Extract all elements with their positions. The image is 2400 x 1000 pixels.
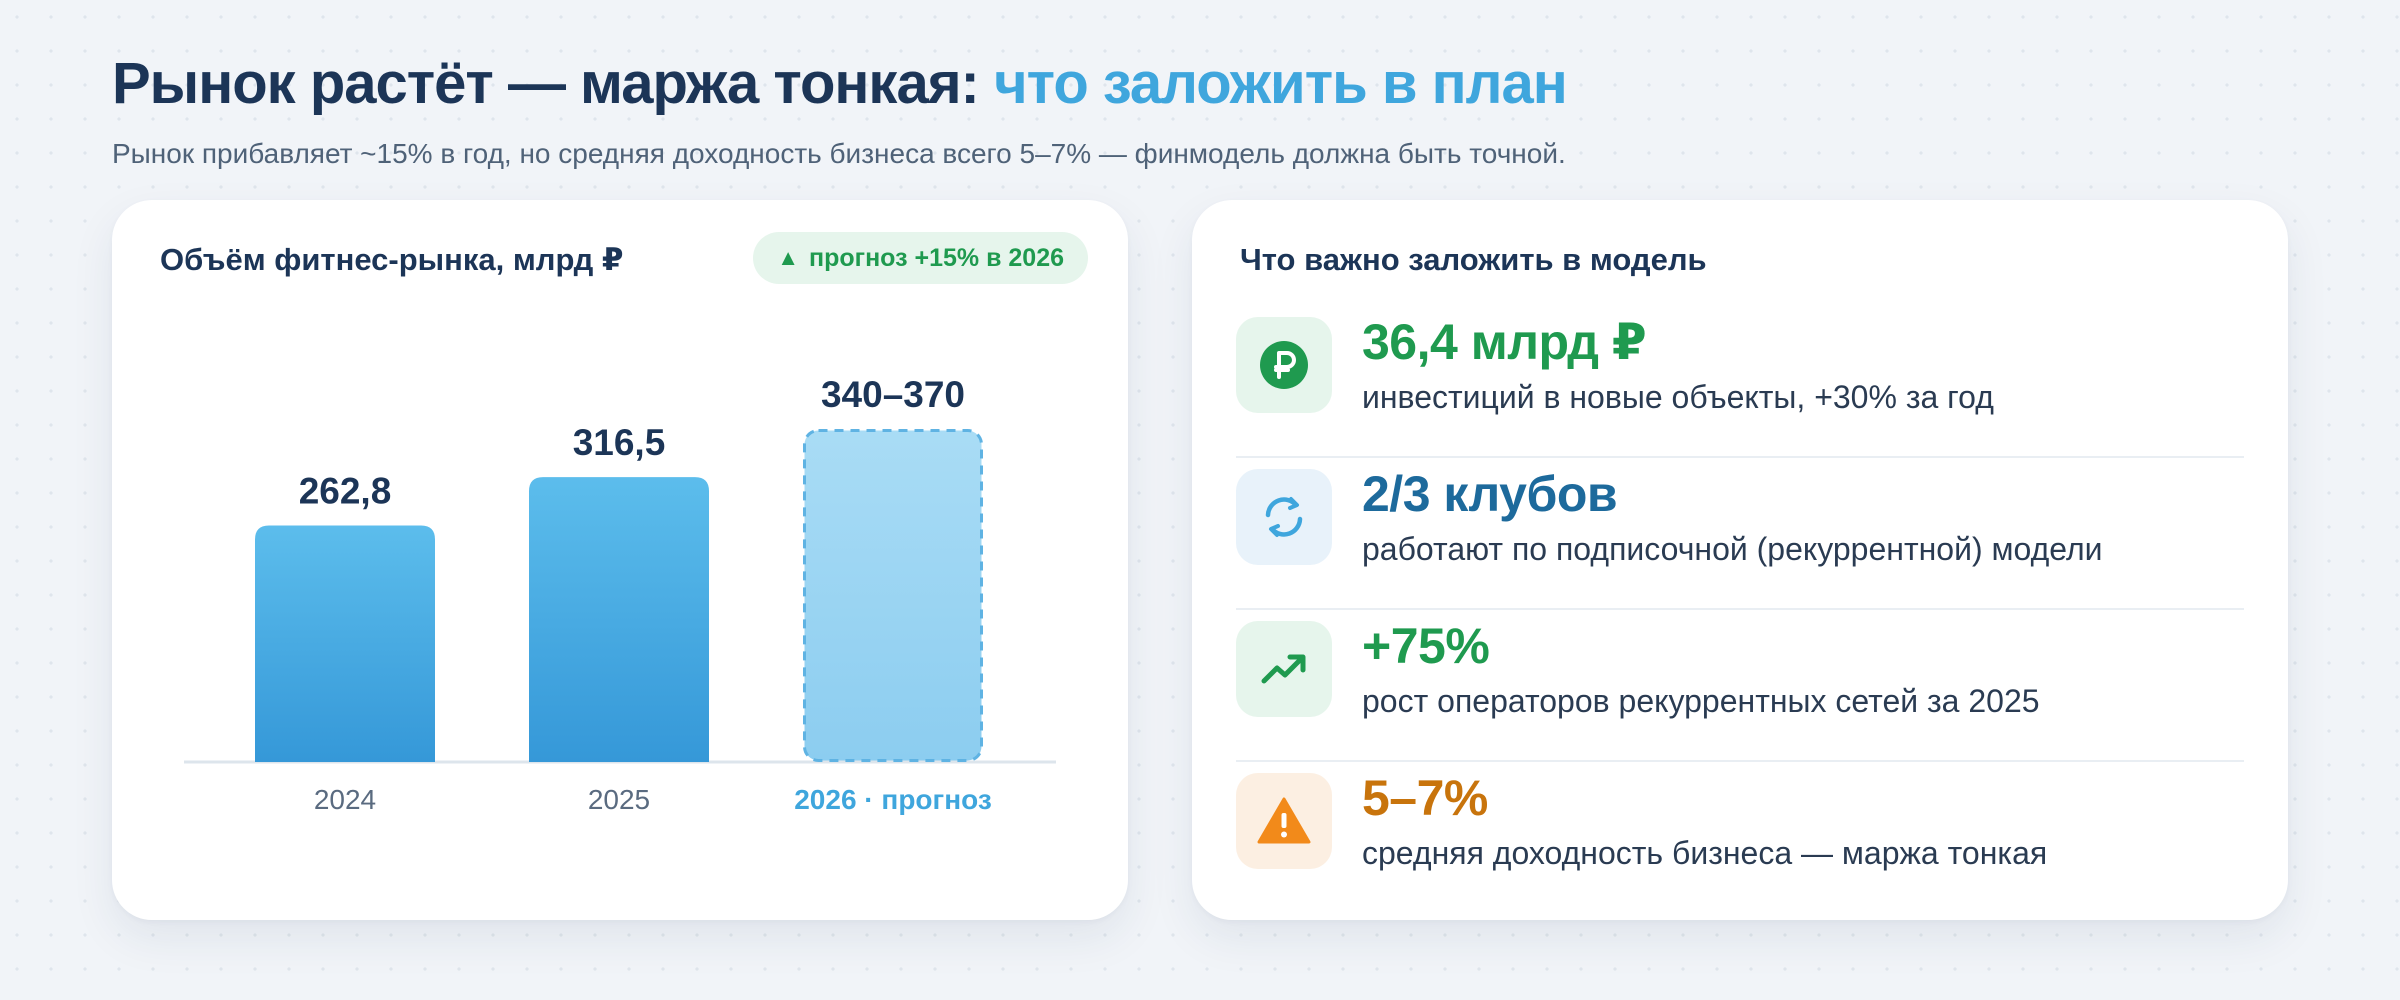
warning-icon	[1257, 797, 1311, 844]
forecast-badge: ▲ прогноз +15% в 2026	[753, 232, 1088, 284]
data-label: 316,5	[573, 422, 666, 463]
data-label: 262,8	[299, 470, 392, 511]
bar-chart: 262,8 2024 316,5 2025 340–370 2026 · прогноз	[184, 374, 1056, 815]
trending-up-icon	[1261, 654, 1306, 684]
item-value: 36,4 млрд ₽	[1362, 314, 1647, 370]
item-icon-box	[1236, 773, 1332, 869]
market-chart-card: Объём фитнес-рынка, млрд ₽ ▲ прогноз +15…	[112, 200, 1128, 920]
bar-2024	[255, 525, 435, 762]
x-tick-label: 2026 · прогноз	[794, 784, 992, 815]
item-description: работают по подписочной (рекуррентной) м…	[1362, 531, 2103, 567]
data-label: 340–370	[821, 374, 965, 415]
item-investments: 36,4 млрд ₽ инвестиций в новые объекты, …	[1236, 305, 2244, 457]
chart-title: Объём фитнес-рынка, млрд ₽	[160, 242, 624, 277]
x-tick-label: 2025	[588, 784, 650, 815]
item-subscription: 2/3 клубов работают по подписочной (реку…	[1236, 457, 2244, 609]
bar-2026-forecast	[803, 429, 983, 762]
item-description: рост операторов рекуррентных сетей за 20…	[1362, 683, 2040, 719]
item-description: средняя доходность бизнеса — маржа тонка…	[1362, 835, 2048, 871]
item-value: 5–7%	[1362, 770, 1488, 826]
page-subtitle: Рынок прибавляет ~15% в год, но средняя …	[112, 138, 1566, 169]
divider	[1236, 608, 2244, 610]
item-value: 2/3 клубов	[1362, 466, 1618, 522]
model-card-title: Что важно заложить в модель	[1240, 242, 1707, 277]
divider	[1236, 760, 2244, 762]
item-icon-box	[1236, 621, 1332, 717]
bar-2025	[529, 477, 709, 762]
item-value: +75%	[1362, 618, 1490, 674]
x-tick-label: 2024	[314, 784, 376, 815]
forecast-badge-text: прогноз +15% в 2026	[809, 243, 1064, 272]
refresh-cycle-icon	[1265, 497, 1303, 537]
divider	[1236, 456, 2244, 458]
page-title: Рынок растёт — маржа тонкая: что заложит…	[112, 50, 1568, 117]
item-icon-box	[1236, 469, 1332, 565]
ruble-coin-icon	[1260, 341, 1308, 389]
page-title-main: Рынок растёт — маржа тонкая:	[112, 51, 980, 116]
item-description: инвестиций в новые объекты, +30% за год	[1362, 379, 1994, 415]
triangle-up-icon: ▲	[777, 245, 800, 270]
item-margin: 5–7% средняя доходность бизнеса — маржа …	[1236, 761, 2244, 913]
model-card: Что важно заложить в модель 36,4 млрд ₽ …	[1192, 200, 2288, 920]
item-recurring-growth: +75% рост операторов рекуррентных сетей …	[1236, 609, 2244, 761]
item-icon-box	[1236, 317, 1332, 413]
page-title-accent: что заложить в план	[994, 51, 1568, 116]
